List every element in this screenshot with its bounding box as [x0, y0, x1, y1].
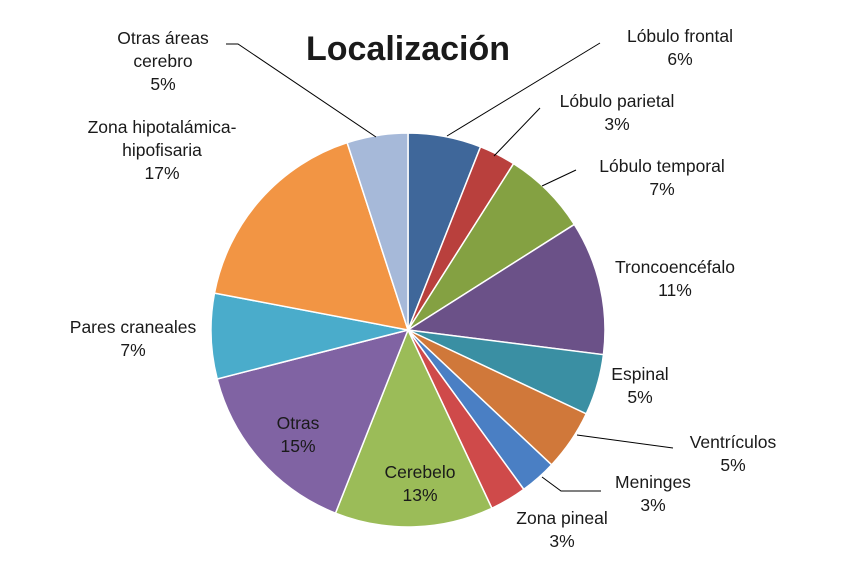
slice-label-4: Espinal 5% [611, 364, 668, 407]
pie-slice-12 [346, 132, 409, 331]
chart-title: Localización [306, 30, 510, 68]
slice-value-0: 6% [667, 49, 692, 69]
slice-name-4: Espinal [611, 364, 668, 384]
pie-slice-9 [216, 328, 410, 515]
slice-value-6: 3% [640, 495, 665, 515]
slice-value-8: 13% [402, 485, 437, 505]
slice-value-5: 5% [720, 455, 745, 475]
slice-name-12: Otras áreas [117, 28, 209, 48]
slice-label-7: Zona pineal 3% [516, 508, 607, 551]
leader-line-2 [541, 169, 577, 187]
slice-name-11: Zona hipotalámica- [88, 117, 237, 137]
slice-label-9: Otras 15% [277, 413, 320, 456]
leader-line-12 [226, 43, 377, 138]
slice-name-7: Zona pineal [516, 508, 607, 528]
leader-lines-group [226, 42, 674, 492]
slice-label-3: Troncoencéfalo 11% [615, 257, 735, 300]
slice-value-3: 11% [658, 280, 692, 300]
leader-line-6 [541, 476, 601, 492]
slice-name-6: Meninges [615, 472, 691, 492]
slice-label-5: Ventrículos 5% [690, 432, 777, 475]
slice-name-3: Troncoencéfalo [615, 257, 735, 277]
leader-line-5 [576, 434, 674, 449]
slice-name-10: Pares craneales [70, 317, 197, 337]
pie-slice-3 [405, 223, 606, 356]
slice-value-1: 3% [604, 114, 629, 134]
slice-name-5: Ventrículos [690, 432, 777, 452]
slice-label-2: Lóbulo temporal 7% [599, 156, 725, 199]
slice-value-4: 5% [627, 387, 652, 407]
slice-label-0: Lóbulo frontal 6% [627, 26, 733, 69]
slice-name-1: Lóbulo parietal [560, 91, 675, 111]
slice-label-6: Meninges 3% [615, 472, 691, 515]
slice-value-9: 15% [280, 436, 315, 456]
slice-label-11: Zona hipotalámica-hipofisaria 17% [88, 117, 237, 183]
slice-name-2: Lóbulo temporal [599, 156, 725, 176]
pie-slice-11 [213, 141, 410, 331]
leader-line-1 [493, 107, 541, 157]
slice-label-10: Pares craneales 7% [70, 317, 197, 360]
slice-label-1: Lóbulo parietal 3% [560, 91, 675, 134]
slice-label-8: Cerebelo 13% [384, 462, 455, 505]
slice-value-10: 7% [120, 340, 145, 360]
slice-name-12: cerebro [133, 51, 192, 71]
slice-name-0: Lóbulo frontal [627, 26, 733, 46]
slice-name-9: Otras [277, 413, 320, 433]
leader-line-0 [446, 42, 601, 137]
slice-value-7: 3% [549, 531, 574, 551]
slice-value-11: 17% [144, 163, 179, 183]
slice-label-12: Otras áreas cerebro 5% [117, 28, 209, 94]
slice-name-8: Cerebelo [384, 462, 455, 482]
labels-group: Lóbulo frontal 6%Lóbulo parietal 3%Lóbulo … [70, 26, 777, 551]
slices-group [210, 132, 606, 528]
slice-value-2: 7% [649, 179, 674, 199]
slice-name-11: hipofisaria [122, 140, 202, 160]
slice-value-12: 5% [150, 74, 175, 94]
pie-slice-8 [334, 328, 493, 528]
